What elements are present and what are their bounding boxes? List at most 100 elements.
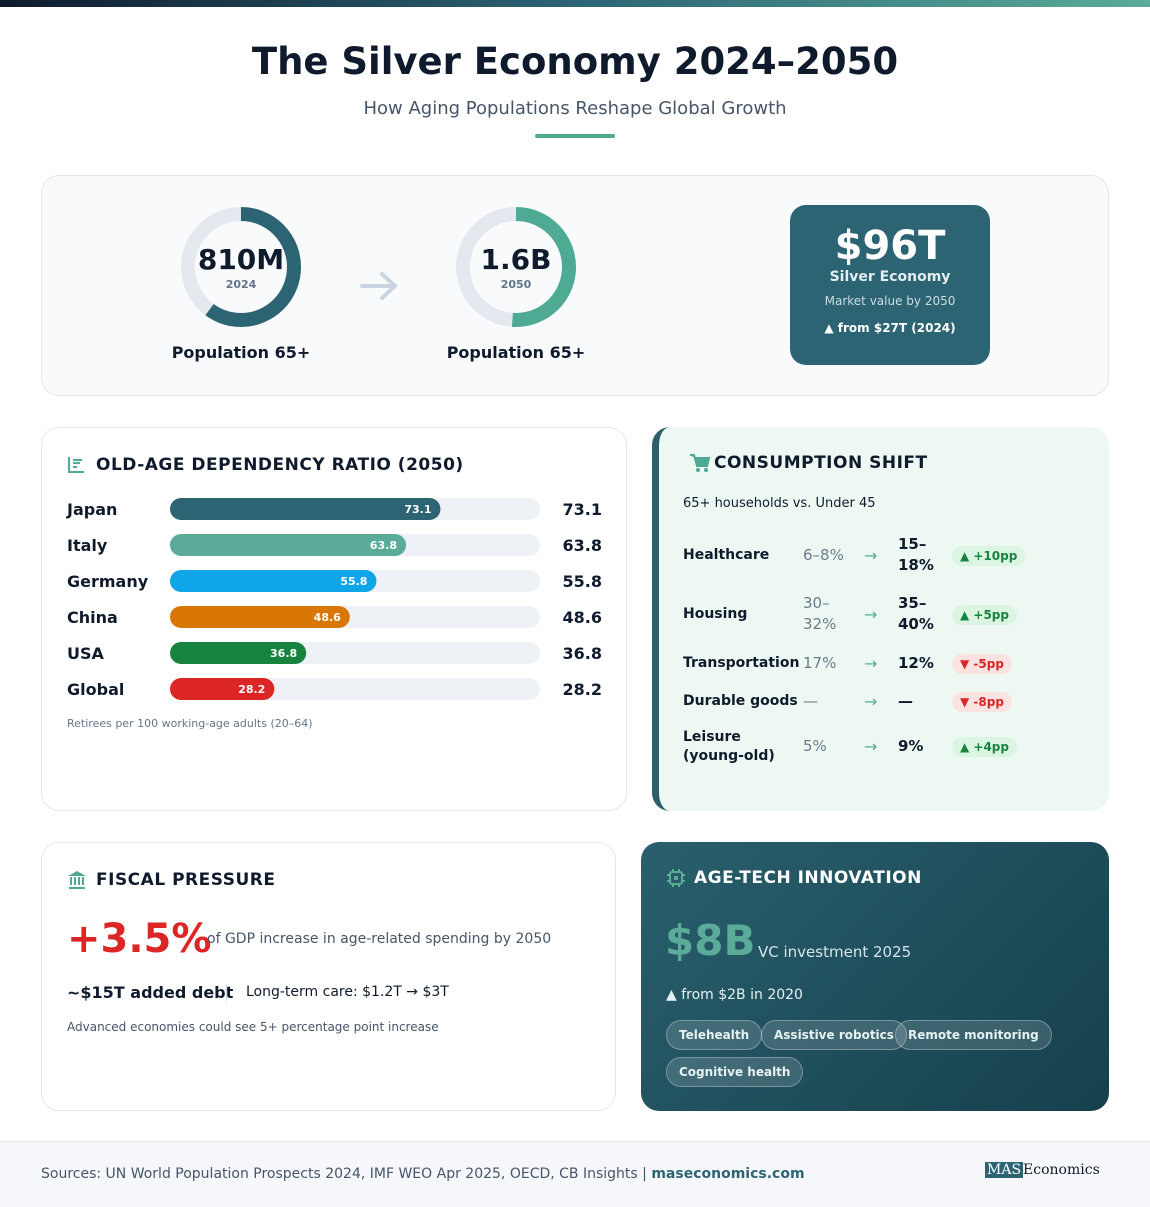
fiscal-card: FISCAL PRESSURE +3.5% of GDP increase in… [41, 842, 616, 1111]
top-bar [0, 0, 1150, 7]
fiscal-debt: ~$15T added debt [67, 983, 234, 1002]
donut-arc [181, 207, 301, 327]
tag: Cognitive health [666, 1057, 804, 1087]
tag: Assistive robotics [761, 1020, 907, 1050]
subtitle: How Aging Populations Reshape Global Gro… [363, 98, 787, 119]
category-label: Global [67, 680, 124, 699]
section-title: FISCAL PRESSURE [96, 870, 276, 890]
highlight-label: Silver Economy [829, 269, 951, 285]
row-label: Housing [683, 606, 748, 622]
divider [226, 984, 227, 1001]
section-subtitle: 65+ households vs. Under 45 [683, 496, 876, 511]
row-after: 15–18% [898, 535, 934, 574]
value-label: 73.1 [563, 500, 602, 519]
logo: MAS Economics [985, 1162, 1100, 1178]
chart-note: Retirees per 100 working-age adults (20–… [67, 717, 313, 730]
donut-arc [456, 207, 576, 327]
value-label: 63.8 [563, 536, 602, 555]
row-after: — [898, 692, 913, 710]
change-pill: ▲ +4pp [952, 737, 1017, 757]
value-label: 48.6 [563, 608, 602, 627]
bar [170, 498, 441, 520]
footer-link[interactable]: maseconomics.com [651, 1166, 805, 1182]
stat-year: 2050 [500, 278, 532, 291]
dependency-card: OLD-AGE DEPENDENCY RATIO (2050) Japan 73.… [41, 427, 627, 811]
chart-icon [68, 457, 84, 473]
section-title: AGE-TECH INNOVATION [694, 868, 922, 888]
bar [170, 534, 407, 556]
value-label: 28.2 [563, 680, 602, 699]
highlight-change: ▲ from $27T (2024) [824, 321, 956, 335]
fiscal-value: +3.5% [67, 916, 212, 962]
change-pill: ▼ -8pp [952, 692, 1012, 712]
consumption-card: CONSUMPTION SHIFT 65+ households vs. Und… [652, 427, 1109, 811]
row-arrow: → [864, 546, 878, 565]
row-label: Durable goods [683, 693, 798, 709]
stat-year: 2024 [225, 278, 257, 291]
highlight-value: $96T [834, 223, 946, 269]
cart-icon [690, 454, 711, 472]
change-pill: ▲ +5pp [952, 605, 1017, 625]
bank-icon [68, 871, 86, 889]
category-label: Germany [67, 572, 149, 591]
sources-text: Sources: UN World Population Prospects 2… [41, 1166, 647, 1182]
row-before: — [803, 692, 818, 710]
category-label: USA [67, 644, 105, 663]
row-arrow: → [864, 654, 878, 673]
fiscal-note: Advanced economies could see 5+ percenta… [67, 1020, 439, 1034]
tag: Remote monitoring [895, 1020, 1052, 1050]
row-after: 9% [898, 737, 924, 755]
value-label: 36.8 [563, 644, 602, 663]
bar-inner-label: 48.6 [314, 611, 341, 624]
title-underline [535, 134, 615, 138]
bar [170, 642, 307, 664]
bar-inner-label: 63.8 [370, 539, 397, 552]
row-after: 12% [898, 654, 934, 672]
row-arrow: → [864, 605, 878, 624]
row-before: 6–8% [803, 546, 844, 564]
donuts [181, 207, 576, 327]
row-label: Healthcare [683, 547, 770, 563]
fiscal-value-text: of GDP increase in age-related spending … [207, 931, 552, 947]
category-label: China [67, 608, 118, 627]
sources: Sources: UN World Population Prospects 2… [41, 1166, 805, 1182]
agetech-value-text: VC investment 2025 [758, 943, 912, 961]
row-arrow: → [864, 692, 878, 711]
tag: Telehealth [666, 1020, 763, 1050]
bar [170, 678, 275, 700]
value-label: 55.8 [563, 572, 602, 591]
row-after: 35–40% [898, 594, 934, 633]
stat-label: Population 65+ [446, 343, 586, 362]
chip-icon [667, 869, 685, 887]
bar [170, 606, 350, 628]
row-label: Leisure (young-old) [683, 729, 775, 764]
category-label: Italy [67, 536, 108, 555]
chart-title: OLD-AGE DEPENDENCY RATIO (2050) [96, 455, 464, 475]
stat-label: Population 65+ [171, 343, 311, 362]
bar [170, 570, 377, 592]
change-pill: ▼ -5pp [952, 654, 1012, 674]
highlight-box: $96T Silver Economy Market value by 2050… [790, 205, 990, 365]
section-title: CONSUMPTION SHIFT [714, 453, 928, 473]
stat-value: 810M [197, 243, 285, 276]
bar-inner-label: 55.8 [340, 575, 367, 588]
agetech-card: AGE-TECH INNOVATION $8B VC investment 20… [641, 842, 1109, 1111]
agetech-change: ▲ from $2B in 2020 [666, 987, 803, 1003]
footer: Sources: UN World Population Prospects 2… [0, 1141, 1150, 1207]
logo-mark: MAS [985, 1162, 1024, 1178]
agetech-value: $8B [665, 916, 756, 965]
category-label: Japan [66, 500, 117, 519]
arrow [360, 272, 398, 300]
row-before: 17% [803, 654, 837, 672]
row-before: 30–32% [803, 594, 837, 633]
bar-inner-label: 36.8 [270, 647, 297, 660]
overview-card: 810M 2024 Population 65+ 1.6B 2050 Popul… [41, 175, 1109, 396]
stat-value: 1.6B [480, 243, 552, 276]
row-label: Transportation [683, 655, 800, 671]
row-arrow: → [864, 737, 878, 756]
row-before: 5% [803, 737, 827, 755]
bar-chart: Japan 73.1 73.1 Italy 63.8 63.8 Germany 55.8 55.… [66, 498, 602, 700]
highlight-note: Market value by 2050 [824, 294, 956, 308]
bar-inner-label: 28.2 [238, 683, 265, 696]
